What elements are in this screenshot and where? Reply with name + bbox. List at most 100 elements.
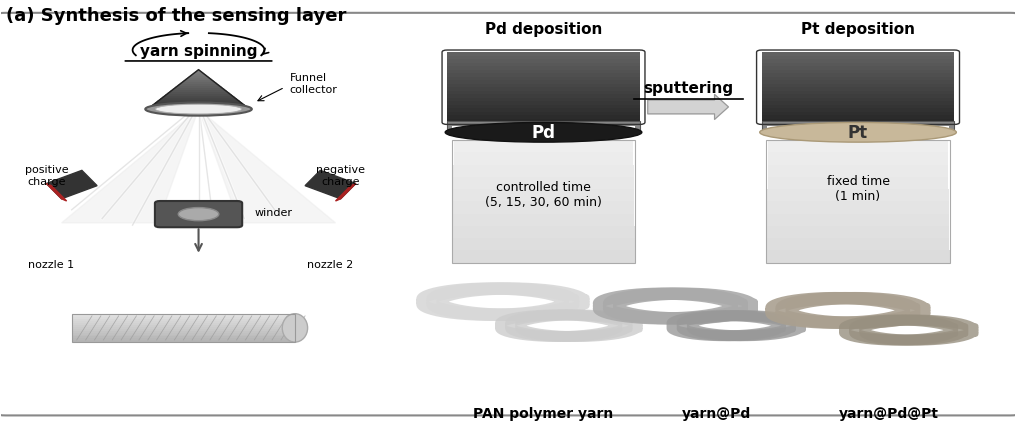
Bar <box>767 202 949 214</box>
Bar <box>452 251 635 263</box>
Bar <box>447 99 640 102</box>
Bar <box>762 92 954 95</box>
Ellipse shape <box>178 208 218 221</box>
Polygon shape <box>181 82 216 84</box>
Bar <box>447 67 640 71</box>
Bar <box>447 113 640 116</box>
Bar <box>453 202 634 214</box>
Text: Pd: Pd <box>531 124 556 142</box>
Text: controlled time
(5, 15, 30, 60 min): controlled time (5, 15, 30, 60 min) <box>485 181 601 209</box>
Bar <box>447 102 640 106</box>
Bar <box>766 141 950 263</box>
Bar <box>452 141 635 263</box>
Text: yarn spinning: yarn spinning <box>140 43 257 58</box>
Bar <box>72 337 295 339</box>
Bar <box>452 226 635 239</box>
Bar <box>72 320 295 321</box>
Bar <box>762 60 954 64</box>
Text: Funnel
collector: Funnel collector <box>290 73 337 95</box>
Bar <box>72 318 295 320</box>
FancyBboxPatch shape <box>0 14 1016 416</box>
Bar <box>447 106 640 109</box>
Bar <box>762 88 954 92</box>
Bar <box>762 99 954 102</box>
Polygon shape <box>178 84 218 86</box>
Polygon shape <box>193 73 203 74</box>
Bar <box>762 64 954 67</box>
Text: nozzle 1: nozzle 1 <box>28 260 74 270</box>
Bar <box>766 251 950 263</box>
FancyBboxPatch shape <box>154 201 242 228</box>
Ellipse shape <box>445 123 642 143</box>
Ellipse shape <box>760 123 956 143</box>
Bar <box>452 127 635 129</box>
Bar <box>767 226 949 239</box>
Polygon shape <box>198 110 335 223</box>
Bar <box>762 116 954 120</box>
Text: sputtering: sputtering <box>643 81 734 95</box>
Polygon shape <box>335 184 356 201</box>
Polygon shape <box>305 171 356 199</box>
Bar <box>72 331 295 333</box>
Bar <box>762 57 954 60</box>
Text: positive
charge: positive charge <box>24 165 68 186</box>
Bar <box>447 81 640 85</box>
Ellipse shape <box>145 103 252 117</box>
Bar <box>453 177 634 190</box>
Bar <box>447 60 640 64</box>
Bar <box>762 122 954 131</box>
Bar <box>762 74 954 78</box>
Polygon shape <box>191 74 206 77</box>
Bar <box>447 92 640 95</box>
Text: Pd deposition: Pd deposition <box>485 21 602 36</box>
Bar <box>72 316 295 318</box>
Polygon shape <box>152 104 244 106</box>
Bar <box>452 214 634 226</box>
Bar <box>762 120 954 123</box>
Ellipse shape <box>282 314 308 343</box>
Polygon shape <box>166 94 232 96</box>
Text: Pt deposition: Pt deposition <box>801 21 915 36</box>
Polygon shape <box>168 92 229 94</box>
Bar <box>72 333 295 335</box>
Bar <box>447 71 640 74</box>
Text: nozzle 2: nozzle 2 <box>307 260 354 270</box>
Bar <box>447 122 640 131</box>
Bar <box>447 116 640 120</box>
Bar <box>768 177 948 190</box>
Bar <box>452 239 635 251</box>
Polygon shape <box>171 90 227 92</box>
Polygon shape <box>183 81 213 82</box>
Polygon shape <box>147 108 249 110</box>
Text: Pt: Pt <box>848 124 868 142</box>
Polygon shape <box>163 96 234 98</box>
Bar <box>447 57 640 60</box>
Bar <box>453 153 633 165</box>
Bar <box>447 120 640 123</box>
Polygon shape <box>161 98 237 100</box>
Bar <box>72 339 295 340</box>
Bar <box>447 74 640 78</box>
Text: yarn@Pd@Pt: yarn@Pd@Pt <box>838 406 939 420</box>
Bar <box>768 141 948 153</box>
Bar <box>762 113 954 116</box>
Bar <box>762 106 954 109</box>
Bar <box>72 325 295 327</box>
Bar <box>447 109 640 113</box>
Bar <box>72 329 295 331</box>
Bar <box>72 327 295 329</box>
Bar <box>762 53 954 57</box>
Bar <box>447 88 640 92</box>
Bar <box>453 165 634 177</box>
Polygon shape <box>155 102 242 104</box>
Polygon shape <box>176 86 221 88</box>
Bar <box>447 85 640 88</box>
Polygon shape <box>150 106 247 108</box>
Text: yarn@Pd: yarn@Pd <box>682 406 751 420</box>
FancyArrowPatch shape <box>648 95 728 120</box>
Polygon shape <box>47 184 67 201</box>
Bar <box>454 141 633 153</box>
Bar <box>72 314 295 316</box>
Polygon shape <box>47 171 98 199</box>
Bar <box>447 95 640 99</box>
